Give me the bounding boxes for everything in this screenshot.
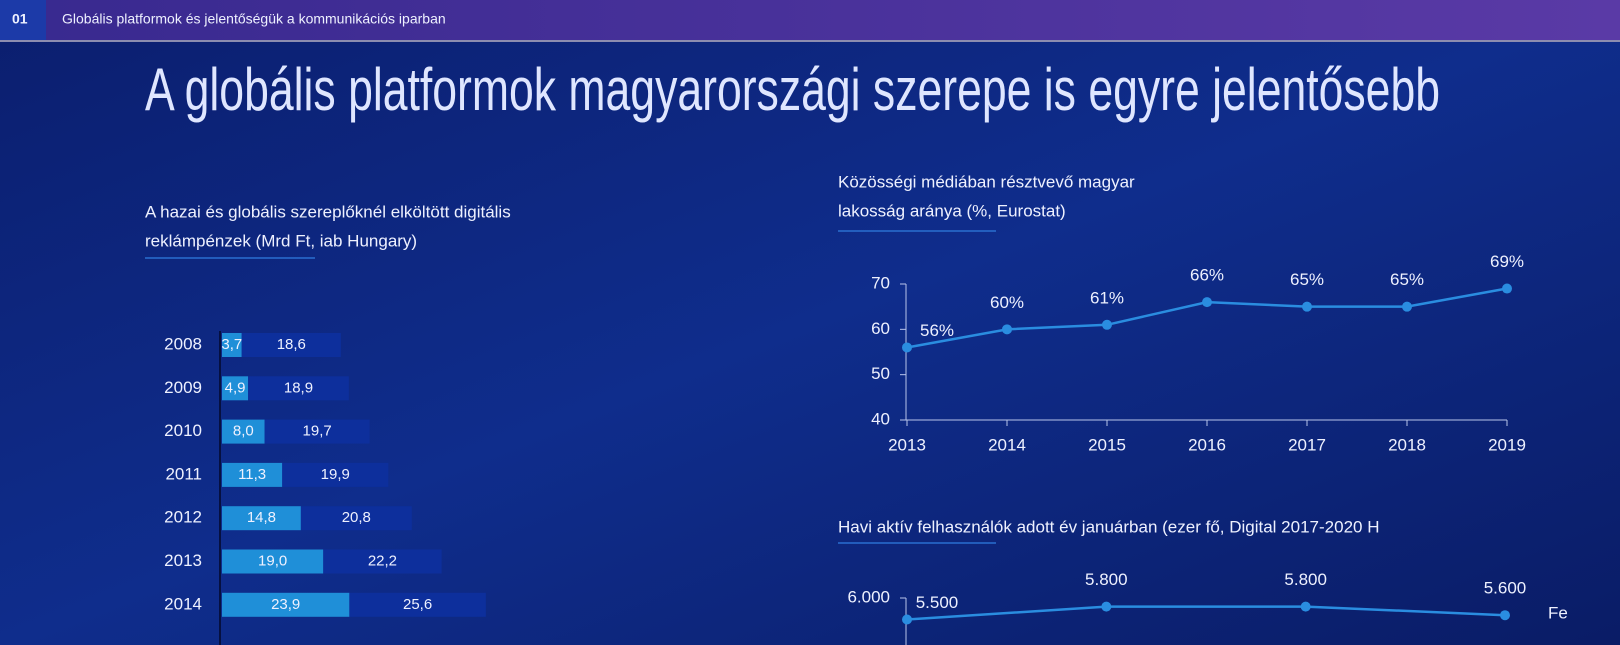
chart-title: Közösségi médiában résztvevő magyar <box>838 172 1135 191</box>
y-tick-label: 2013 <box>164 551 202 570</box>
y-tick-label: 2011 <box>165 464 202 483</box>
x-tick-label: 2019 <box>1488 435 1526 454</box>
value-label: 20,8 <box>342 509 371 526</box>
bar-segment <box>222 549 324 574</box>
value-label: 18,9 <box>284 379 313 396</box>
legend-label: Fe <box>1548 603 1568 622</box>
point <box>1402 301 1412 312</box>
header-number: 01 <box>12 11 28 27</box>
x-tick-label: 2015 <box>1088 435 1126 454</box>
value-label: 18,6 <box>277 336 306 353</box>
line <box>906 605 1506 621</box>
y-tick-label: 2009 <box>164 378 202 397</box>
point <box>1002 324 1012 335</box>
bar-segment <box>222 376 249 401</box>
value-label: 56% <box>920 321 954 340</box>
y-tick-label: 2014 <box>164 594 202 613</box>
point <box>1202 297 1212 308</box>
header-number-box <box>0 0 46 40</box>
bar-segment <box>264 419 370 444</box>
point <box>1302 301 1312 312</box>
value-label: 23,9 <box>271 596 300 613</box>
value-label: 61% <box>1090 288 1124 307</box>
header-rule <box>0 40 1620 42</box>
bar-segment <box>323 549 442 574</box>
value-label: 19,9 <box>321 466 350 483</box>
point <box>1102 319 1112 330</box>
y-tick-label: 40 <box>871 409 890 428</box>
bar-segment <box>282 462 389 487</box>
chart-title: A hazai és globális szereplőknél elköltö… <box>145 202 511 221</box>
x-tick-label: 2013 <box>888 435 926 454</box>
point <box>902 614 912 625</box>
y-tick-label: 50 <box>871 364 890 383</box>
value-label: 65% <box>1290 270 1324 289</box>
y-tick-label: 60 <box>871 319 890 338</box>
value-label: 11,3 <box>238 466 266 483</box>
value-label: 5.800 <box>1284 570 1327 589</box>
bar-segment <box>222 462 283 487</box>
value-label: 25,6 <box>403 596 432 613</box>
x-tick-label: 2016 <box>1188 435 1226 454</box>
y-tick-label: 70 <box>871 273 890 292</box>
value-label: 60% <box>990 293 1024 312</box>
value-label: 5.600 <box>1484 579 1527 598</box>
point <box>1502 283 1512 294</box>
chart-title: lakosság aránya (%, Eurostat) <box>838 201 1066 220</box>
bar-segment <box>241 333 341 357</box>
value-label: 5.800 <box>1085 570 1128 589</box>
value-label: 3,7 <box>221 336 242 353</box>
slide-title: A globális platformok magyarországi szer… <box>145 56 1440 123</box>
bar-segment <box>222 506 301 531</box>
header-bar <box>0 0 1620 40</box>
value-label: 66% <box>1190 266 1224 285</box>
bar-segment <box>248 376 349 401</box>
value-label: 19,7 <box>303 423 332 440</box>
point <box>1500 610 1510 621</box>
y-tick-label: 2010 <box>164 421 202 440</box>
x-tick-label: 2018 <box>1388 435 1426 454</box>
value-label: 5.500 <box>916 593 959 612</box>
value-label: 14,8 <box>247 509 276 526</box>
point <box>902 342 912 353</box>
bar-segment <box>222 333 242 357</box>
value-label: 4,9 <box>225 379 246 396</box>
chart-title: reklámpénzek (Mrd Ft, iab Hungary) <box>145 231 417 250</box>
bar-segment <box>222 592 350 617</box>
value-label: 65% <box>1390 270 1424 289</box>
point <box>1101 601 1112 612</box>
bar-segment <box>222 419 265 444</box>
bar-segment <box>349 592 486 617</box>
y-tick-label: 2008 <box>164 334 202 353</box>
value-label: 22,2 <box>368 552 397 569</box>
bar-segment <box>300 506 412 531</box>
value-label: 8,0 <box>233 423 254 440</box>
value-label: 69% <box>1490 252 1524 271</box>
header-title: Globális platformok és jelentőségük a ko… <box>62 11 446 27</box>
x-tick-label: 2014 <box>988 435 1026 454</box>
point <box>1300 601 1311 612</box>
y-tick-label: 2012 <box>164 508 202 527</box>
chart-title: Havi aktív felhasználók adott év januárb… <box>838 517 1379 536</box>
value-label: 19,0 <box>258 552 287 569</box>
x-tick-label: 2017 <box>1288 435 1326 454</box>
y-tick-label: 6.000 <box>847 587 890 606</box>
